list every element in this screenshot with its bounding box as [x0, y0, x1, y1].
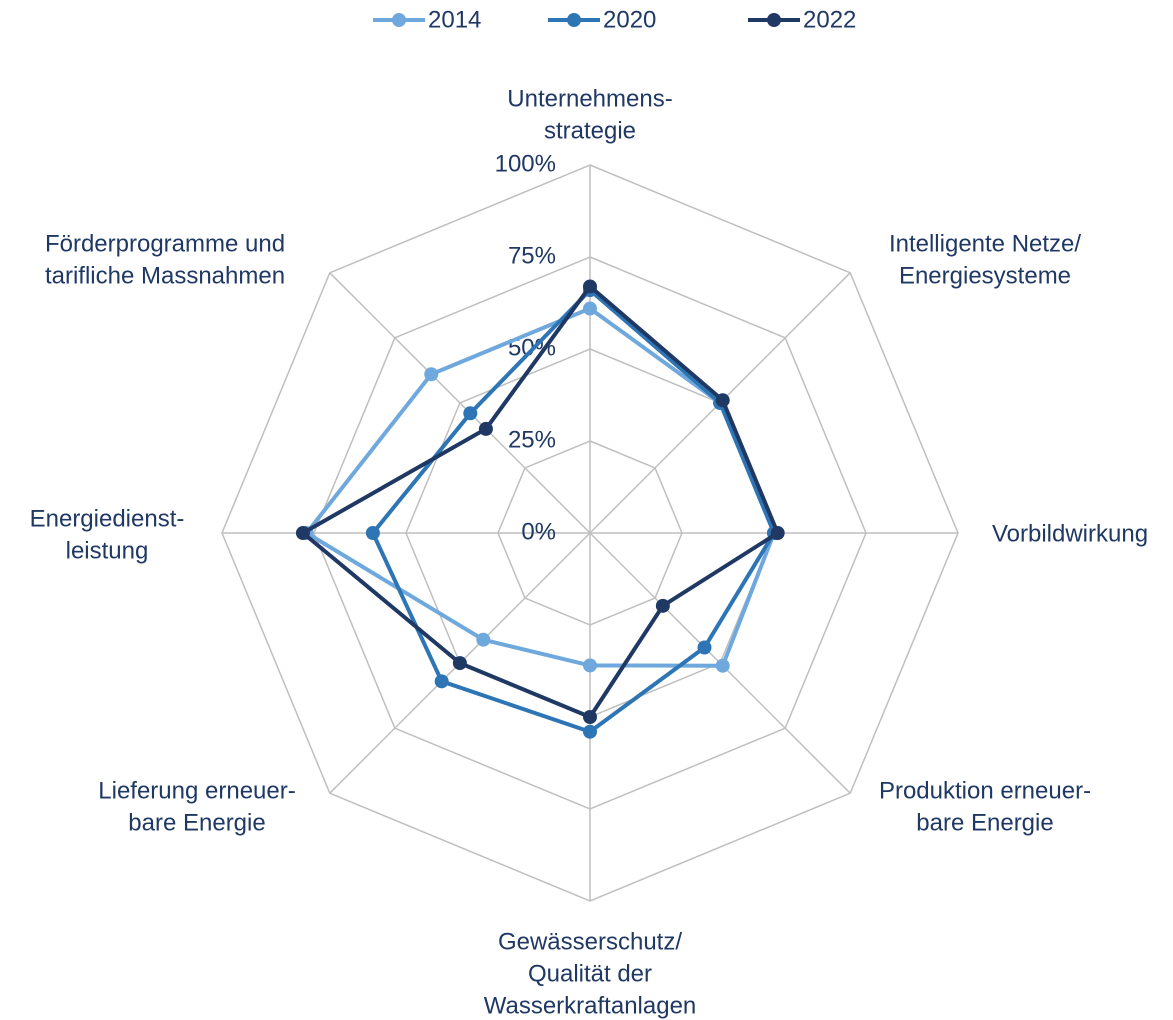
category-label: Wasserkraftanlagen — [484, 992, 697, 1019]
y-tick-label: 75% — [508, 242, 556, 269]
legend-marker — [567, 13, 581, 27]
data-point — [583, 301, 597, 316]
data-point — [434, 674, 449, 689]
y-tick-label: 0% — [521, 518, 556, 545]
category-label: Förderprogramme und — [45, 230, 285, 257]
data-point — [655, 598, 670, 613]
data-point — [583, 710, 597, 724]
category-label: Energiedienst- — [30, 505, 185, 532]
data-point — [476, 632, 491, 647]
series-line — [304, 306, 776, 668]
data-point — [583, 658, 597, 673]
data-point — [365, 526, 380, 540]
category-label: Unternehmens- — [507, 85, 672, 112]
category-label: tarifliche Massnahmen — [45, 262, 285, 289]
category-label: Lieferung erneuer- — [98, 777, 295, 804]
data-point — [583, 724, 597, 739]
category-label: Gewässerschutz/ — [498, 928, 682, 955]
legend-marker — [767, 13, 781, 27]
spoke — [329, 272, 591, 534]
y-tick-label: 100% — [495, 150, 556, 177]
category-label: bare Energie — [916, 809, 1053, 836]
data-point — [770, 526, 785, 540]
category-label: leistung — [66, 537, 149, 564]
legend-label: 2014 — [428, 6, 481, 33]
data-point — [478, 421, 493, 436]
category-label: bare Energie — [128, 809, 265, 836]
data-point — [463, 406, 478, 421]
data-point — [715, 658, 730, 673]
data-point — [295, 526, 310, 540]
category-label: strategie — [544, 117, 636, 144]
data-point — [424, 367, 439, 382]
legend-label: 2022 — [803, 6, 856, 33]
data-point — [583, 279, 597, 294]
data-point — [697, 640, 712, 655]
data-point — [452, 656, 467, 671]
legend-label: 2020 — [603, 6, 656, 33]
category-label: Intelligente Netze/ — [889, 230, 1081, 257]
category-label: Vorbildwirkung — [992, 520, 1148, 547]
y-tick-label: 25% — [508, 426, 556, 453]
category-label: Produktion erneuer- — [879, 777, 1091, 804]
data-point — [715, 393, 730, 408]
category-label: Energiesysteme — [899, 262, 1071, 289]
category-label: Qualität der — [528, 960, 652, 987]
legend-marker — [392, 13, 406, 27]
